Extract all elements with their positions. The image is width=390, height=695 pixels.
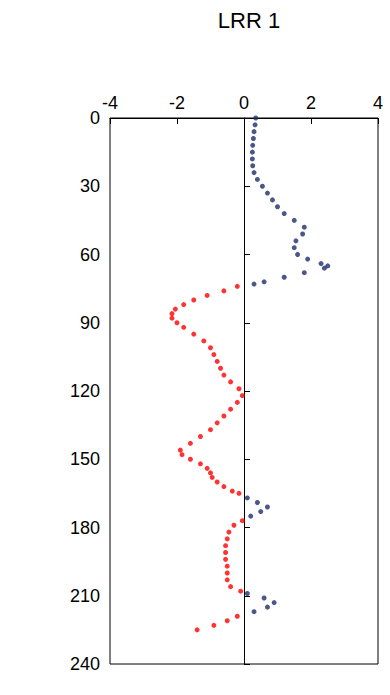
svg-text:210: 210 [70, 586, 100, 606]
svg-text:30: 30 [80, 176, 100, 196]
svg-text:60: 60 [80, 245, 100, 265]
svg-text:120: 120 [70, 381, 100, 401]
svg-text:LRR 1: LRR 1 [218, 8, 280, 33]
svg-text:150: 150 [70, 449, 100, 469]
svg-text:240: 240 [70, 654, 100, 674]
svg-text:90: 90 [80, 313, 100, 333]
svg-text:0: 0 [90, 108, 100, 128]
svg-text:180: 180 [70, 518, 100, 538]
svg-text:-4: -4 [102, 93, 118, 113]
svg-text:-2: -2 [169, 93, 185, 113]
svg-text:0: 0 [239, 93, 249, 113]
svg-text:4: 4 [373, 93, 383, 113]
svg-text:2: 2 [306, 93, 316, 113]
